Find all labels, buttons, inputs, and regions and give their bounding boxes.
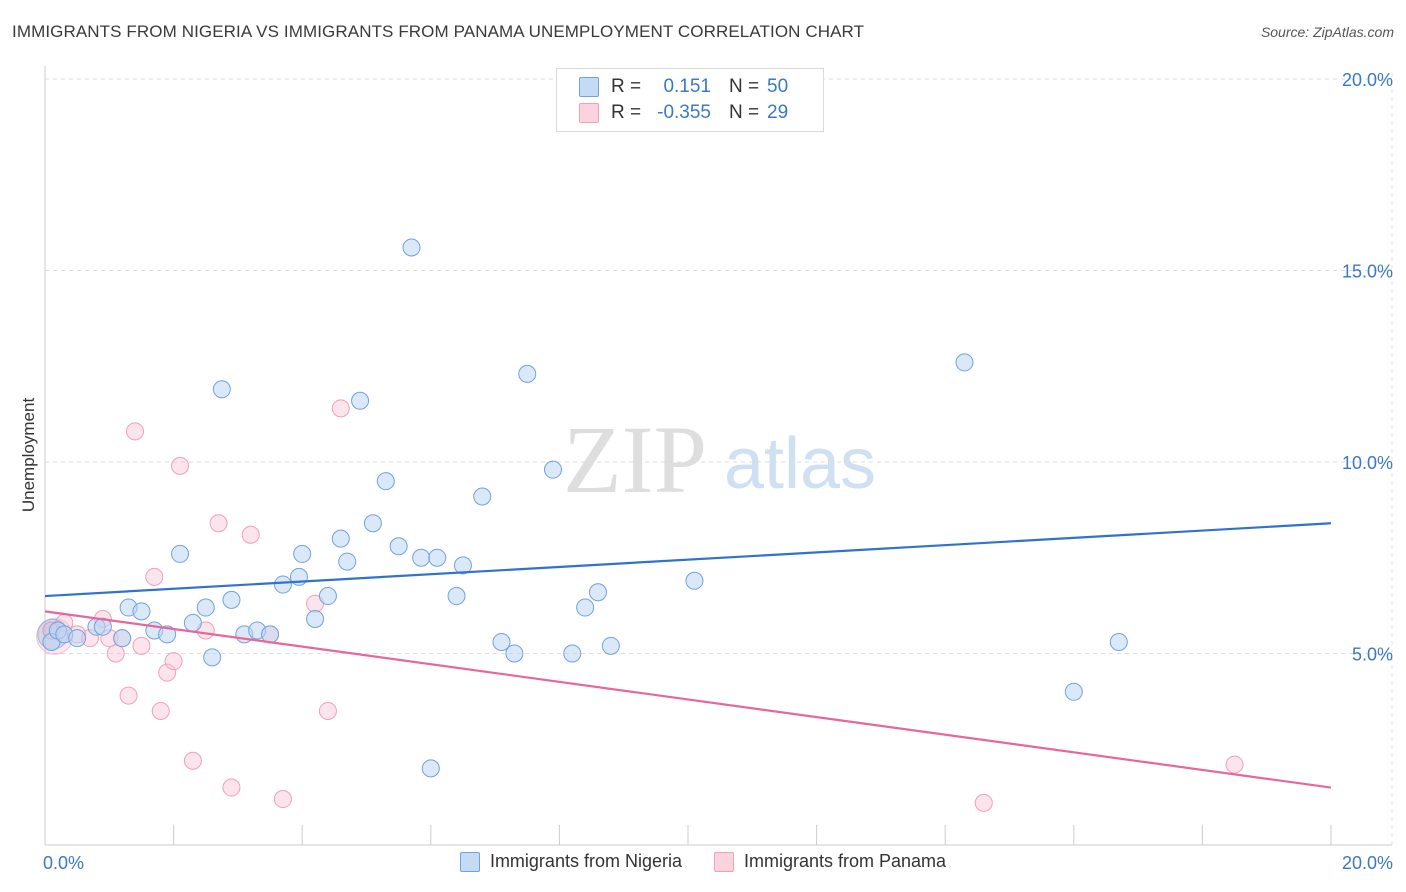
- nigeria-points: [37, 238, 1128, 778]
- nigeria-point: [331, 529, 350, 548]
- nigeria-point: [203, 648, 222, 667]
- correlation-legend: R = 0.151 N = 50 R = -0.355 N = 29: [556, 68, 824, 132]
- panama-point: [145, 567, 164, 586]
- nigeria-trend-line: [44, 522, 1332, 598]
- nigeria-point: [338, 552, 357, 571]
- nigeria-swatch: [579, 77, 599, 97]
- nigeria-point: [389, 537, 408, 556]
- nigeria-point: [158, 625, 177, 644]
- nigeria-point: [318, 587, 337, 606]
- nigeria-point: [402, 238, 421, 257]
- legend-n-value-panama: 29: [767, 102, 789, 123]
- nigeria-point: [376, 472, 395, 491]
- nigeria-point: [955, 353, 974, 372]
- nigeria-point: [447, 587, 466, 606]
- legend-r-label: R =: [611, 102, 642, 123]
- nigeria-point: [428, 548, 447, 567]
- nigeria-point: [68, 629, 87, 648]
- nigeria-point: [518, 364, 537, 383]
- panama-point: [318, 701, 337, 720]
- series-legend: Immigrants from Nigeria Immigrants from …: [0, 851, 1406, 872]
- nigeria-point: [1109, 633, 1128, 652]
- nigeria-point: [685, 571, 704, 590]
- panama-point: [119, 686, 138, 705]
- grid-layer: [45, 73, 1393, 845]
- nigeria-point: [492, 633, 511, 652]
- nigeria-point: [421, 759, 440, 778]
- nigeria-point: [293, 544, 312, 563]
- panama-point: [1225, 755, 1244, 774]
- nigeria-point: [601, 636, 620, 655]
- legend-row-nigeria: R = 0.151 N = 50: [579, 75, 788, 99]
- panama-point: [241, 525, 260, 544]
- trend-lines: [44, 522, 1332, 789]
- nigeria-point: [273, 575, 292, 594]
- nigeria-point: [351, 391, 370, 410]
- legend-label-panama: Immigrants from Panama: [743, 851, 947, 871]
- panama-point: [209, 514, 228, 533]
- panama-point: [158, 663, 177, 682]
- legend-r-value-nigeria: 0.151: [663, 76, 711, 97]
- nigeria-point: [563, 644, 582, 663]
- watermark-zip: ZIP: [563, 406, 707, 513]
- panama-point: [126, 422, 145, 441]
- nigeria-point: [363, 514, 382, 533]
- panama-point: [151, 701, 170, 720]
- legend-r-value-panama: -0.355: [657, 102, 711, 123]
- x-tick-label: 0.0%: [43, 853, 84, 873]
- panama-swatch: [579, 103, 599, 123]
- nigeria-point: [1064, 682, 1083, 701]
- y-tick-label: 10.0%: [1342, 453, 1393, 473]
- y-tick-label: 15.0%: [1342, 262, 1393, 282]
- nigeria-point: [113, 629, 132, 648]
- y-tick-label: 5.0%: [1352, 645, 1393, 665]
- legend-label-nigeria: Immigrants from Nigeria: [489, 851, 682, 871]
- nigeria-point: [196, 598, 215, 617]
- y-tick-label: 20.0%: [1342, 70, 1393, 90]
- legend-row-panama: R = -0.355 N = 29: [579, 101, 788, 125]
- panama-legend-swatch: [713, 851, 734, 872]
- nigeria-point: [505, 644, 524, 663]
- axis-layer: [44, 66, 1392, 846]
- nigeria-legend-swatch: [459, 851, 480, 872]
- nigeria-point: [453, 556, 472, 575]
- panama-point: [171, 456, 190, 475]
- nigeria-point: [132, 602, 151, 621]
- panama-trend-line: [44, 610, 1332, 789]
- panama-point: [132, 636, 151, 655]
- legend-item-nigeria[interactable]: Immigrants from Nigeria: [459, 851, 682, 872]
- legend-n-label: N =: [729, 102, 760, 123]
- nigeria-point: [222, 590, 241, 609]
- nigeria-point: [171, 544, 190, 563]
- panama-point: [222, 778, 241, 797]
- watermark-atlas: atlas: [724, 424, 876, 504]
- panama-point: [106, 644, 125, 663]
- tick-labels: 5.0% 10.0% 15.0% 20.0% 0.0% 20.0% Unemployment: [19, 70, 1393, 873]
- panama-point: [164, 652, 183, 671]
- nigeria-point: [576, 598, 595, 617]
- nigeria-point: [473, 487, 492, 506]
- nigeria-point: [306, 610, 325, 629]
- x-tick-label: 20.0%: [1342, 853, 1393, 873]
- nigeria-point: [183, 613, 202, 632]
- legend-n-value-nigeria: 50: [767, 76, 789, 97]
- legend-item-panama[interactable]: Immigrants from Panama: [713, 851, 947, 872]
- panama-point: [273, 790, 292, 809]
- panama-point: [183, 751, 202, 770]
- nigeria-point: [588, 583, 607, 602]
- chart-title: IMMIGRANTS FROM NIGERIA VS IMMIGRANTS FR…: [12, 22, 865, 41]
- panama-point: [974, 793, 993, 812]
- nigeria-point: [212, 380, 231, 399]
- legend-n-label: N =: [729, 76, 760, 97]
- nigeria-point: [412, 548, 431, 567]
- y-axis-title: Unemployment: [19, 398, 38, 513]
- nigeria-point: [543, 460, 562, 479]
- source-label: Source: ZipAtlas.com: [1260, 24, 1394, 40]
- legend-r-label: R =: [611, 76, 642, 97]
- panama-point: [331, 399, 350, 418]
